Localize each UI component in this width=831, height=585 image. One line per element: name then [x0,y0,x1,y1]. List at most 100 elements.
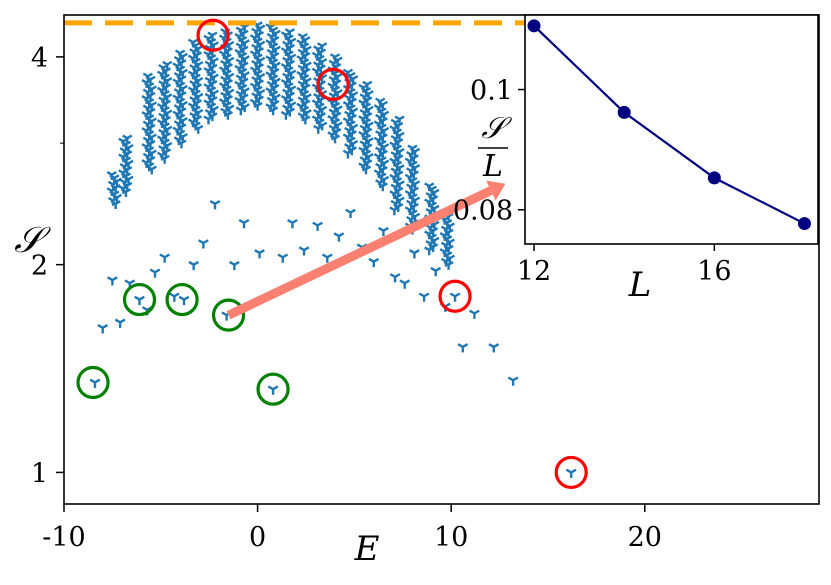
scatter-point [198,239,209,249]
point-column [106,171,123,210]
scatter-point [457,343,469,353]
point-column [118,134,134,198]
scatter-point [193,124,204,134]
scatter-point [418,292,430,302]
scatter-point [134,295,145,306]
y-tick-label: 1 [31,458,48,489]
point-column [373,97,390,192]
x-tick-label: -10 [42,522,85,553]
scatter-point [176,139,187,149]
inset-data-point [797,217,811,231]
point-column [439,212,456,270]
scatter-point [378,226,389,237]
x-tick-label: 0 [249,522,266,553]
scatter-point [443,261,454,270]
x-tick-label: 10 [434,522,468,553]
scatter-point [313,124,324,134]
scatter-point [277,253,289,263]
inset-y-axis-ticks: 0.08 0.1 [453,76,525,227]
scatter-point [287,218,298,229]
highlight-circle [196,18,230,52]
point-column [280,28,297,120]
scatter-point [168,292,180,302]
scatter-point [469,309,480,319]
scatter-point [178,295,190,306]
scatter-point [333,232,345,242]
scatter-point [389,273,401,283]
highlight-circle [211,298,246,332]
scatter-point [97,324,109,334]
inset-data-point [527,19,541,33]
x-tick-label: 20 [628,522,662,553]
scatter-point [342,149,354,159]
scatter-point [209,200,221,210]
inset-axes-frame [524,14,819,245]
scatter-point [298,246,310,256]
scatter-point [114,318,126,328]
scatter-point [149,268,161,278]
inset-data-point [707,171,721,185]
scatter-point [360,165,372,175]
inset-y-tick-label: 0.1 [470,76,513,107]
scatter-point [235,106,246,116]
highlight-circles [76,18,588,490]
scatter-point [389,206,400,216]
x-axis-ticks: -10 0 10 20 [42,504,662,553]
point-column [218,28,235,120]
scatter-point [228,260,240,271]
point-column [358,80,374,175]
inset-x-tick-label: 12 [517,256,551,287]
scatter-point [203,115,214,125]
scatter-point [424,246,435,256]
scatter-point [120,188,132,198]
scatter-point [159,253,171,263]
x-axis-label: E [354,529,380,569]
inset-y-tick-label: 0.08 [453,196,513,227]
scatter-point [345,208,356,219]
scatter-point [267,385,279,395]
scatter-point [449,292,461,302]
scatter-point [188,260,200,271]
scatter-point [159,154,170,164]
y-axis-ticks: 1 2 4 [31,43,64,489]
pointer-arrow [226,180,506,320]
scatter-point [146,165,157,175]
point-column [187,38,204,134]
inset-chart: 12 16 0.080.1 L 𝒮 L [453,14,819,305]
scatter-point [252,101,263,111]
scatter-point [507,376,519,386]
point-column [296,32,312,125]
scatter-point [254,249,265,259]
inset-series-markers [527,19,811,231]
point-column [156,60,173,164]
scatter-point [110,200,121,210]
main-axes-frame [63,14,820,505]
inset-data-point [617,105,631,119]
highlight-circle [256,372,290,406]
scatter-point [222,110,234,120]
arrow-shaft [226,186,493,320]
scatter-point [107,276,118,286]
scatter-point [377,182,388,192]
scatter-point [321,253,333,263]
scatter-point [430,266,442,277]
scatter-point [329,134,341,144]
scatter-point [368,257,380,268]
highlight-circle [165,282,199,317]
highlight-circle [76,365,110,400]
point-column [172,49,188,149]
scatter-point [267,106,279,116]
inset-x-axis-ticks: 12 16 [517,244,732,287]
inset-series-line [533,25,805,225]
highlight-circle [122,282,157,317]
point-column [265,23,281,116]
highlight-circle [438,279,472,313]
scatter-point [312,221,323,231]
highlight-circle [554,455,588,490]
point-column [234,23,250,116]
inset-x-axis-label: L [628,265,652,305]
point-column [342,68,359,159]
point-column [203,31,219,125]
scatter-point [399,279,411,289]
